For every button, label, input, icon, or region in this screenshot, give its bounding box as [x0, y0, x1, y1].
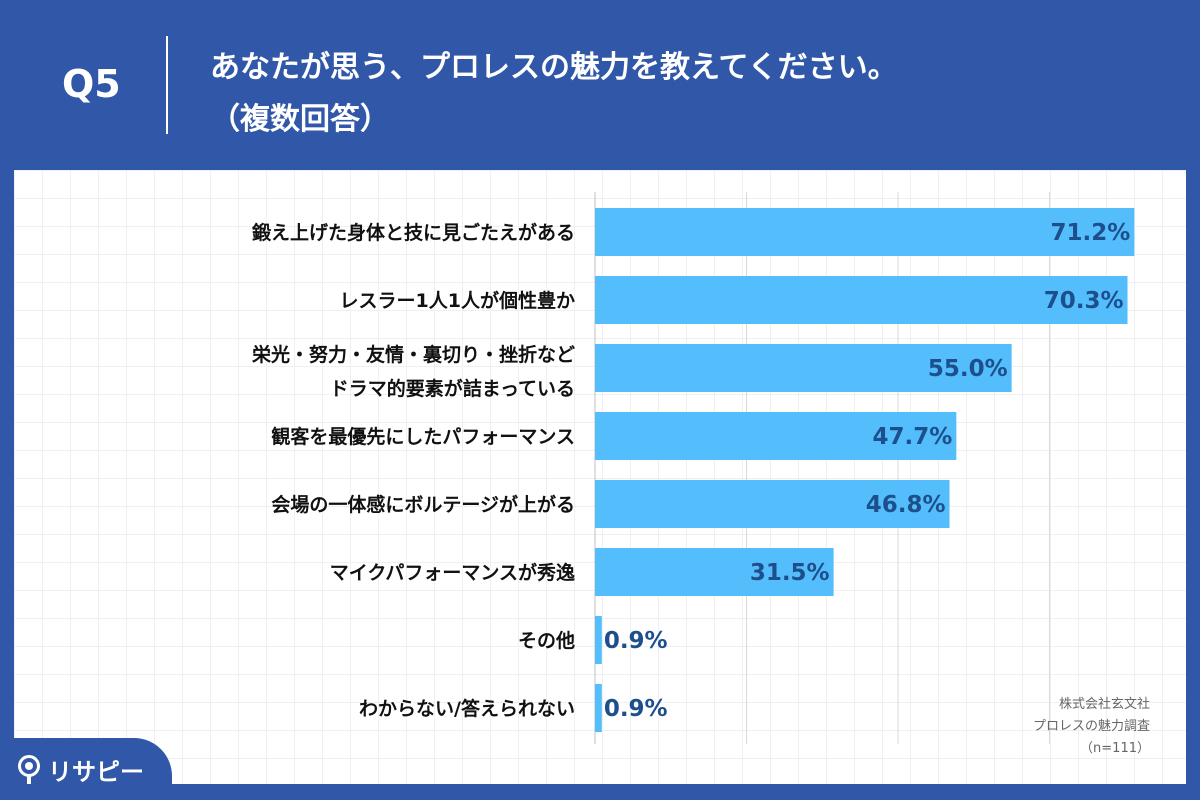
- source-company: 株式会社玄文社: [1058, 697, 1150, 712]
- category-label: 会場の一体感にボルテージが上がる: [271, 493, 575, 516]
- pin-icon: [18, 755, 40, 777]
- data-label: 46.8%: [866, 492, 946, 518]
- data-label: 0.9%: [604, 696, 668, 722]
- header-divider: [166, 36, 168, 134]
- bar: [595, 616, 602, 664]
- data-label: 55.0%: [928, 356, 1008, 382]
- header: Q5 あなたが思う、プロレスの魅力を教えてください。 （複数回答）: [0, 0, 1200, 170]
- category-label: ドラマ的要素が詰まっている: [330, 377, 575, 400]
- data-label: 47.7%: [873, 424, 953, 450]
- bar: [595, 276, 1128, 324]
- data-label: 0.9%: [604, 628, 668, 654]
- data-label: 31.5%: [750, 560, 830, 586]
- question-title: あなたが思う、プロレスの魅力を教えてください。: [210, 50, 898, 85]
- category-label: レスラー1人1人が個性豊か: [340, 289, 575, 312]
- logo-text: リサピー: [48, 758, 144, 786]
- question-number: Q5: [62, 62, 121, 106]
- category-label: その他: [518, 629, 575, 652]
- source-note: 株式会社玄文社 プロレスの魅力調査 （n=111）: [1033, 694, 1150, 760]
- source-sample-size: （n=111）: [1080, 741, 1150, 756]
- chart-panel: 71.2% 鍛え上げた身体と技に見ごたえがある 70.3% レスラー1人1人が個性豊か…: [14, 170, 1186, 784]
- data-label: 71.2%: [1051, 220, 1131, 246]
- category-label: わからない/答えられない: [359, 697, 575, 720]
- bar: [595, 684, 602, 732]
- question-subtitle: （複数回答）: [210, 102, 390, 137]
- bar: [595, 344, 1012, 392]
- category-label: 観客を最優先にしたパフォーマンス: [271, 425, 575, 448]
- data-label: 70.3%: [1044, 288, 1124, 314]
- bar-chart: 71.2% 鍛え上げた身体と技に見ごたえがある 70.3% レスラー1人1人が個性豊か…: [251, 192, 1135, 744]
- bar: [595, 480, 950, 528]
- pin-icon-stem: [27, 775, 31, 784]
- category-label: マイクパフォーマンスが秀逸: [330, 561, 575, 584]
- bar: [595, 548, 834, 596]
- bar: [595, 412, 957, 460]
- category-label: 栄光・努力・友情・裏切り・挫折など: [251, 343, 575, 366]
- source-survey: プロレスの魅力調査: [1032, 719, 1150, 734]
- bar: [595, 208, 1135, 256]
- category-label: 鍛え上げた身体と技に見ごたえがある: [252, 221, 575, 244]
